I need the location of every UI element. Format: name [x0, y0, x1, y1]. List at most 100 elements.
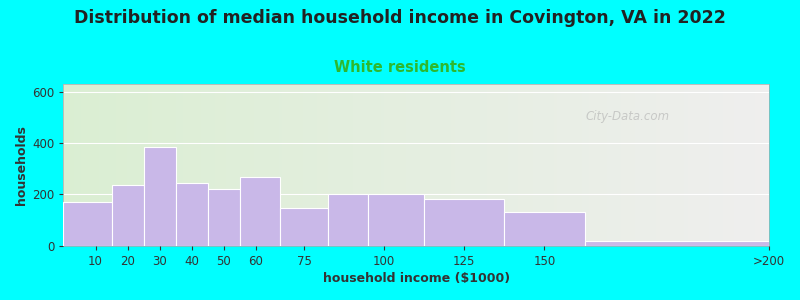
- Bar: [618, 84, 621, 246]
- Bar: [211, 84, 215, 246]
- Bar: [240, 84, 243, 246]
- Bar: [624, 84, 628, 246]
- Bar: [176, 84, 180, 246]
- Bar: [554, 84, 558, 246]
- Bar: [290, 84, 293, 246]
- Bar: [561, 84, 564, 246]
- Bar: [734, 84, 737, 246]
- Bar: [378, 84, 381, 246]
- Bar: [208, 189, 240, 246]
- Bar: [222, 84, 226, 246]
- Bar: [271, 84, 275, 246]
- Bar: [494, 84, 498, 246]
- Bar: [176, 183, 208, 246]
- Bar: [638, 84, 642, 246]
- Bar: [63, 84, 67, 246]
- Bar: [508, 84, 511, 246]
- Bar: [230, 84, 233, 246]
- Bar: [367, 84, 370, 246]
- Bar: [678, 84, 681, 246]
- Bar: [138, 84, 141, 246]
- Bar: [486, 84, 490, 246]
- Bar: [236, 84, 240, 246]
- Bar: [409, 84, 413, 246]
- Bar: [95, 84, 98, 246]
- Bar: [111, 185, 144, 246]
- Bar: [102, 84, 106, 246]
- Bar: [533, 84, 536, 246]
- Bar: [596, 84, 600, 246]
- Bar: [127, 84, 130, 246]
- Bar: [420, 84, 423, 246]
- Bar: [445, 84, 448, 246]
- Bar: [190, 84, 194, 246]
- Bar: [278, 84, 282, 246]
- Bar: [702, 84, 706, 246]
- Bar: [674, 84, 678, 246]
- Bar: [719, 84, 723, 246]
- Bar: [536, 84, 540, 246]
- Bar: [250, 84, 254, 246]
- Bar: [275, 84, 278, 246]
- Bar: [346, 84, 349, 246]
- Bar: [218, 84, 222, 246]
- Bar: [659, 84, 663, 246]
- Bar: [130, 84, 134, 246]
- Bar: [296, 84, 300, 246]
- Bar: [247, 84, 250, 246]
- Bar: [575, 84, 578, 246]
- X-axis label: household income ($1000): household income ($1000): [322, 272, 510, 285]
- Bar: [88, 84, 92, 246]
- Bar: [713, 84, 716, 246]
- Bar: [691, 84, 695, 246]
- Bar: [649, 84, 653, 246]
- Bar: [391, 84, 395, 246]
- Bar: [406, 84, 409, 246]
- Bar: [473, 84, 476, 246]
- Bar: [550, 84, 554, 246]
- Bar: [469, 84, 473, 246]
- Bar: [194, 84, 198, 246]
- Bar: [748, 84, 751, 246]
- Bar: [716, 84, 719, 246]
- Bar: [205, 84, 208, 246]
- Bar: [162, 84, 166, 246]
- Bar: [116, 84, 120, 246]
- Bar: [586, 84, 589, 246]
- Bar: [695, 84, 698, 246]
- Bar: [416, 84, 420, 246]
- Bar: [321, 84, 325, 246]
- Bar: [684, 84, 688, 246]
- Bar: [166, 84, 170, 246]
- Bar: [755, 84, 758, 246]
- Bar: [123, 84, 127, 246]
- Bar: [106, 84, 110, 246]
- Bar: [233, 84, 236, 246]
- Bar: [448, 84, 451, 246]
- Bar: [70, 84, 74, 246]
- Bar: [585, 241, 769, 246]
- Bar: [515, 84, 518, 246]
- Bar: [360, 84, 363, 246]
- Bar: [438, 84, 441, 246]
- Bar: [342, 84, 346, 246]
- Bar: [331, 84, 335, 246]
- Bar: [758, 84, 762, 246]
- Bar: [653, 84, 656, 246]
- Bar: [293, 84, 296, 246]
- Bar: [483, 84, 486, 246]
- Text: City-Data.com: City-Data.com: [586, 110, 670, 123]
- Bar: [98, 84, 102, 246]
- Bar: [92, 84, 95, 246]
- Bar: [328, 84, 331, 246]
- Bar: [522, 84, 526, 246]
- Bar: [183, 84, 187, 246]
- Bar: [335, 84, 338, 246]
- Bar: [240, 177, 280, 246]
- Bar: [726, 84, 730, 246]
- Bar: [402, 84, 406, 246]
- Bar: [751, 84, 755, 246]
- Bar: [381, 84, 385, 246]
- Bar: [681, 84, 684, 246]
- Bar: [578, 84, 582, 246]
